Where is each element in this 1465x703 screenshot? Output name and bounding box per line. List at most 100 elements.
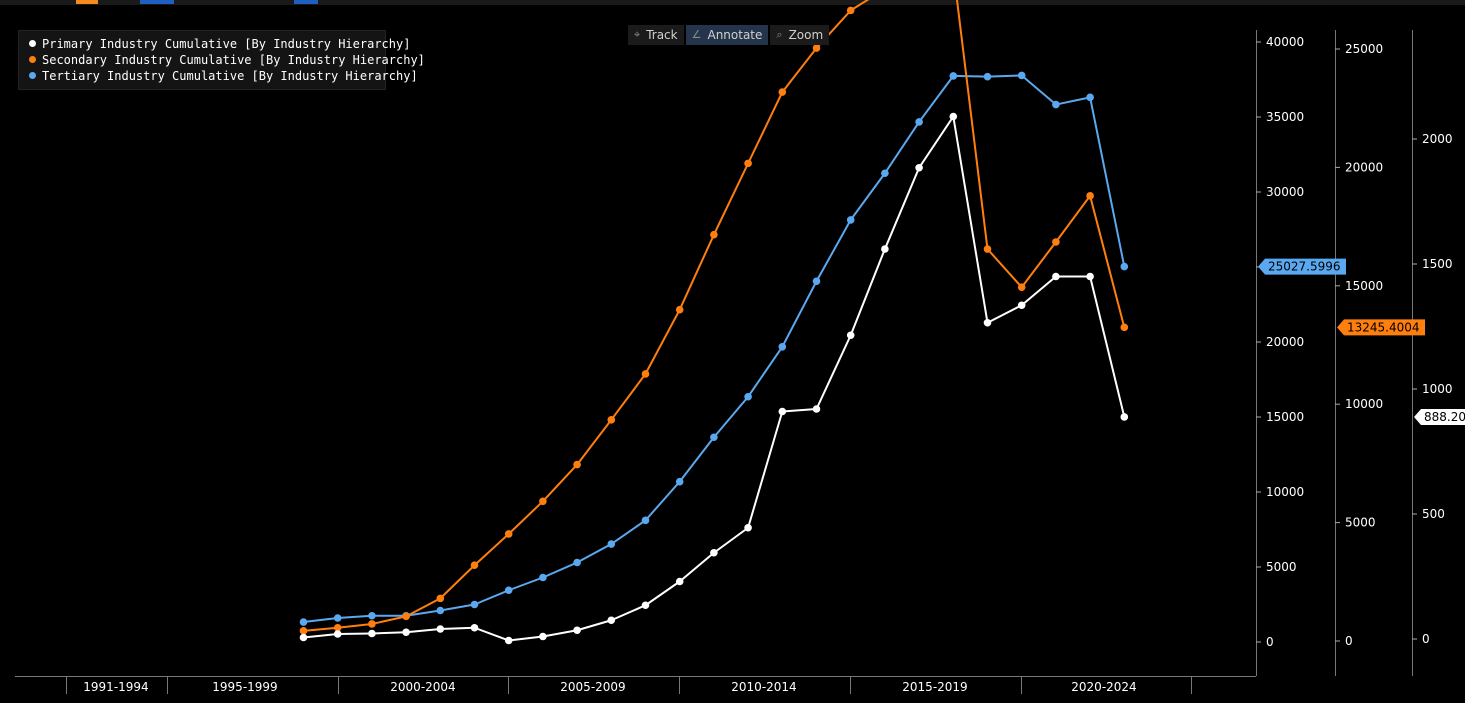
series-point-0 [368,629,376,638]
series-point-0 [573,626,581,635]
series-point-0 [983,318,992,327]
right1-tick-label: 20000 [1266,335,1304,349]
series-point-1 [812,44,821,52]
annotate-label: Annotate [707,28,763,42]
legend-item-secondary[interactable]: Secondary Industry Cumulative [By Indust… [29,52,425,68]
series-point-1 [539,497,547,506]
x-tick-label: 2010-2014 [731,680,796,694]
series-point-1 [846,6,855,15]
chart-legend: Primary Industry Cumulative [By Industry… [18,30,425,90]
series-point-2 [368,611,376,620]
series-point-0 [675,577,684,586]
pencil-icon: ∠ [691,28,702,41]
series-point-1 [778,88,787,96]
series-point-1 [710,230,718,239]
last-value-tag-0 [1414,408,1465,425]
last-value-tag-2 [1258,258,1346,275]
right3-tick-label: 1000 [1422,382,1453,396]
right2-tick-label: 20000 [1345,160,1383,174]
series-point-0 [402,628,410,637]
series-point-0 [1052,272,1060,281]
last-value-label-1: 13245.4004 [1347,320,1420,334]
series-point-0 [641,601,650,610]
series-point-2 [1017,71,1026,80]
legend-swatch-primary [29,40,36,47]
series-point-0 [1086,272,1094,281]
track-label: Track [646,28,678,42]
series-point-2 [470,600,479,609]
tab-marker[interactable] [294,0,318,4]
right1-tick-label: 0 [1266,635,1274,649]
series-point-0 [949,112,958,121]
series-point-1 [436,594,445,603]
right1-tick-label: 35000 [1266,110,1304,124]
series-point-0 [1120,413,1129,421]
series-point-1 [333,623,342,632]
legend-label-tertiary: Tertiary Industry Cumulative [By Industr… [42,69,418,83]
legend-swatch-secondary [29,56,36,63]
series-point-0 [470,623,479,632]
annotate-button[interactable]: ∠ Annotate [685,25,769,45]
series-point-1 [402,612,410,621]
right3-tick-label: 0 [1422,632,1430,646]
series-point-1 [299,627,308,635]
right1-tick-label: 40000 [1266,35,1304,49]
right2-tick-label: 5000 [1345,516,1376,530]
zoom-button[interactable]: ⌕ Zoom [770,25,830,45]
crosshair-icon: ⌖ [634,28,641,41]
right2-tick-label: 25000 [1345,42,1383,56]
series-point-0 [333,630,342,638]
tab-marker[interactable] [140,0,174,4]
x-tick-label: 1991-1994 [83,680,148,694]
series-line-2 [303,74,1126,624]
series-point-2 [1086,93,1094,102]
series-point-2 [846,216,855,224]
zoom-label: Zoom [788,28,824,42]
tab-marker[interactable] [76,0,98,4]
legend-item-tertiary[interactable]: Tertiary Industry Cumulative [By Industr… [29,68,418,84]
series-point-1 [1017,283,1026,292]
series-point-0 [846,331,855,340]
series-point-0 [778,407,787,416]
series-point-2 [915,118,923,126]
legend-label-primary: Primary Industry Cumulative [By Industry… [42,37,411,51]
series-point-0 [744,523,752,532]
series-point-0 [710,548,718,557]
series-point-0 [881,245,889,253]
series-point-1 [573,460,581,469]
series-point-2 [333,614,342,622]
series-point-2 [881,169,889,178]
series-point-1 [368,620,376,628]
series-point-1 [675,305,684,314]
series-point-2 [983,72,992,81]
series-point-2 [573,558,581,567]
right1-tick-label: 10000 [1266,485,1304,499]
series-point-2 [812,277,821,286]
x-tick-label: 1995-1999 [212,680,277,694]
series-point-0 [504,636,513,645]
series-point-1 [641,370,650,378]
top-bar [0,0,1465,5]
series-point-1 [607,416,616,424]
last-value-label-0: 888.20 [1424,410,1465,424]
x-tick-label: 2005-2009 [560,680,625,694]
legend-item-primary[interactable]: Primary Industry Cumulative [By Industry… [29,36,410,52]
series-point-0 [812,405,821,413]
series-point-2 [436,606,445,615]
chart-toolbar: ⌖ Track ∠ Annotate ⌕ Zoom [628,25,830,45]
series-point-1 [1120,323,1129,332]
series-point-0 [539,632,547,641]
series-point-1 [1086,192,1094,200]
track-button[interactable]: ⌖ Track [628,25,684,45]
series-point-0 [607,616,616,625]
right1-tick-label: 15000 [1266,410,1304,424]
legend-swatch-tertiary [29,72,36,79]
series-point-2 [675,477,684,486]
series-point-1 [470,561,479,570]
x-tick-label: 2000-2004 [390,680,455,694]
right2-tick-label: 10000 [1345,397,1383,411]
series-point-1 [1052,238,1060,246]
magnifier-icon: ⌕ [776,28,783,41]
series-point-2 [539,573,547,582]
